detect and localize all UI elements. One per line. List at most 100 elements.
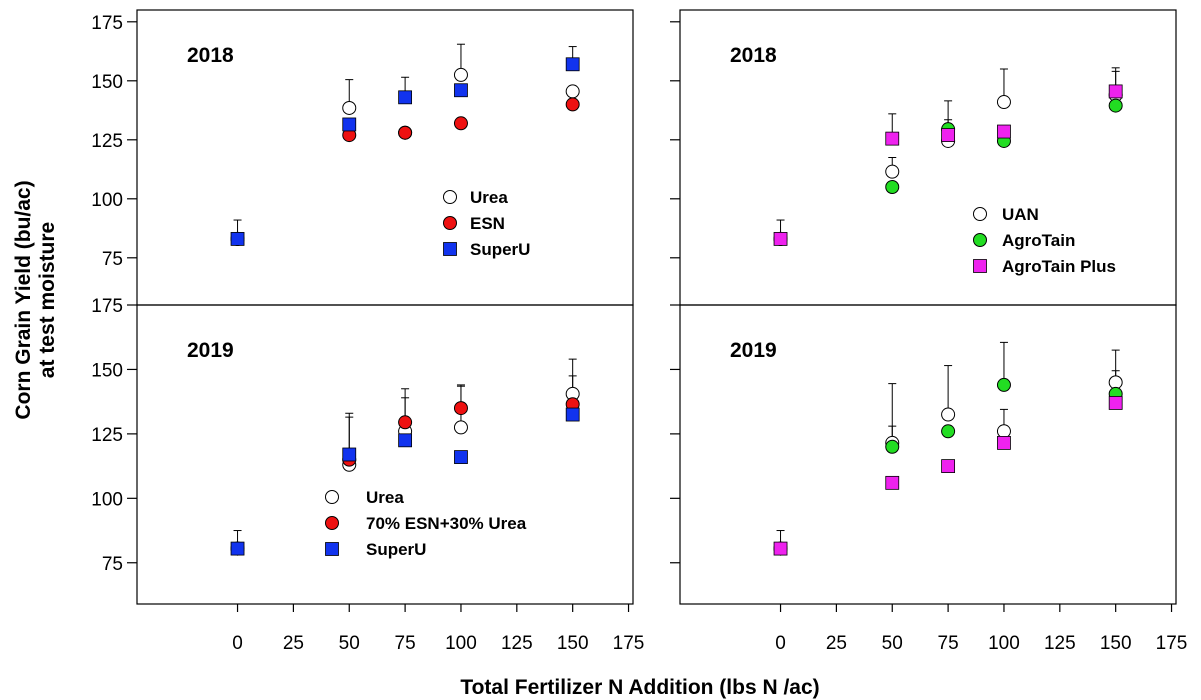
chart-panel-3: 75 100 125 150 175 0 25 50 75 100 125 150 175 2019 Ure…: [91, 296, 644, 654]
x-tick-label: 150: [557, 633, 589, 654]
data-point-urea: [453, 67, 468, 82]
data-point-superu: [230, 232, 245, 246]
legend: UAN AgroTain AgroTain Plus: [973, 205, 1116, 276]
data-point-agrotain-plus: [941, 128, 956, 142]
x-tick-label: 175: [1156, 633, 1188, 654]
data-point-agrotain: [996, 377, 1011, 392]
legend-label: Urea: [470, 188, 508, 207]
legend-marker: [973, 259, 987, 273]
legend-label: AgroTain Plus: [1002, 257, 1116, 276]
data-point-agrotain: [885, 180, 900, 194]
legend-label: ESN: [470, 214, 505, 233]
panel-frame: [136, 304, 634, 605]
y-tick-label: 125: [91, 131, 123, 152]
legend: Urea ESN SuperU: [443, 188, 530, 259]
data-point-agrotain-plus: [885, 475, 900, 490]
y-axis-title-line2: at test moisture: [36, 222, 59, 378]
y-tick-label: 175: [91, 296, 123, 317]
legend: Urea 70% ESN+30% Urea SuperU: [325, 488, 527, 559]
legend-marker: [325, 490, 339, 504]
data-point-superu: [454, 450, 468, 464]
data-point-agrotain-plus: [997, 436, 1011, 450]
data-point-urea: [342, 100, 357, 115]
data-point-urea: [565, 84, 580, 99]
data-point-esn: [453, 116, 468, 131]
data-point-agrotain-plus: [1108, 396, 1123, 410]
x-tick-label: 50: [882, 633, 903, 654]
data-point-superu: [565, 407, 580, 422]
data-point-superu: [565, 57, 580, 72]
legend-marker: [973, 233, 987, 247]
y-tick-label: 100: [91, 489, 123, 510]
chart-panel-1: 75 100 125 150 175 2018 Urea ESN SuperU: [91, 9, 634, 306]
data-point-agrotain: [885, 439, 900, 454]
x-tick-label: 25: [826, 633, 847, 654]
data-point-urea: [453, 420, 468, 435]
data-point-uan: [941, 407, 956, 422]
data-point-esn: [398, 125, 413, 140]
legend-label: UAN: [1002, 205, 1039, 224]
data-point-agrotain-plus: [1108, 84, 1123, 99]
data-point-uan: [1108, 375, 1123, 390]
legend-label: SuperU: [366, 540, 426, 559]
legend-marker: [325, 516, 339, 530]
panel-frame: [679, 304, 1177, 605]
legend-marker: [443, 190, 457, 204]
y-tick-label: 75: [102, 554, 123, 575]
panel-year-label: 2018: [187, 44, 234, 67]
y-tick-label: 150: [91, 360, 123, 381]
data-point-70-esn-30-urea: [453, 401, 468, 416]
x-tick-label: 75: [395, 633, 416, 654]
data-point-uan: [885, 164, 900, 179]
data-point-uan: [996, 424, 1011, 439]
y-tick-label: 100: [91, 190, 123, 211]
data-point-agrotain-plus: [773, 232, 788, 246]
x-tick-label: 0: [232, 633, 243, 654]
x-tick-label: 100: [988, 633, 1020, 654]
legend-marker: [443, 242, 457, 256]
panel-year-label: 2018: [730, 44, 777, 67]
legend-marker: [443, 216, 457, 230]
x-tick-label: 75: [938, 633, 959, 654]
legend-label: Urea: [366, 488, 404, 507]
data-point-esn: [565, 97, 580, 112]
data-point-superu: [398, 433, 413, 448]
data-point-superu: [342, 117, 357, 132]
legend-marker: [325, 542, 339, 556]
y-tick-label: 125: [91, 425, 123, 446]
panel-year-label: 2019: [187, 339, 234, 362]
chart-panel-4: 0 25 50 75 100 125 150 175 2019: [670, 304, 1188, 654]
data-point-superu: [398, 90, 413, 105]
x-tick-label: 50: [339, 633, 360, 654]
legend-label: AgroTain: [1002, 231, 1075, 250]
chart-panel-2: 2018 UAN AgroTain AgroTain Plus: [670, 9, 1177, 306]
panel-year-label: 2019: [730, 339, 777, 362]
x-tick-label: 0: [775, 633, 786, 654]
data-point-70-esn-30-urea: [398, 415, 413, 430]
x-tick-label: 100: [445, 633, 477, 654]
x-tick-label: 150: [1100, 633, 1132, 654]
data-point-superu: [454, 83, 468, 98]
data-point-agrotain: [1108, 98, 1123, 113]
y-tick-label: 75: [102, 249, 123, 270]
y-tick-label: 150: [91, 72, 123, 93]
x-tick-label: 25: [283, 633, 304, 654]
x-tick-label: 125: [501, 633, 533, 654]
x-tick-label: 125: [1044, 633, 1076, 654]
data-point-agrotain-plus: [997, 124, 1011, 139]
legend-marker: [973, 207, 987, 221]
legend-label: 70% ESN+30% Urea: [366, 514, 527, 533]
legend-label: SuperU: [470, 240, 530, 259]
data-point-agrotain: [941, 424, 956, 439]
data-point-agrotain-plus: [941, 459, 956, 473]
data-point-superu: [230, 541, 245, 556]
x-axis-title: Total Fertilizer N Addition (lbs N /ac): [460, 676, 819, 699]
data-point-uan: [996, 95, 1011, 110]
data-point-superu: [342, 447, 357, 462]
data-point-agrotain-plus: [885, 131, 900, 146]
y-axis-title-line1: Corn Grain Yield (bu/ac): [12, 180, 35, 419]
panels: 75 100 125 150 175 2018 Urea ESN SuperU 2018 UAN Ag…: [91, 9, 1188, 654]
data-point-agrotain-plus: [773, 541, 788, 556]
y-tick-label: 175: [91, 13, 123, 34]
